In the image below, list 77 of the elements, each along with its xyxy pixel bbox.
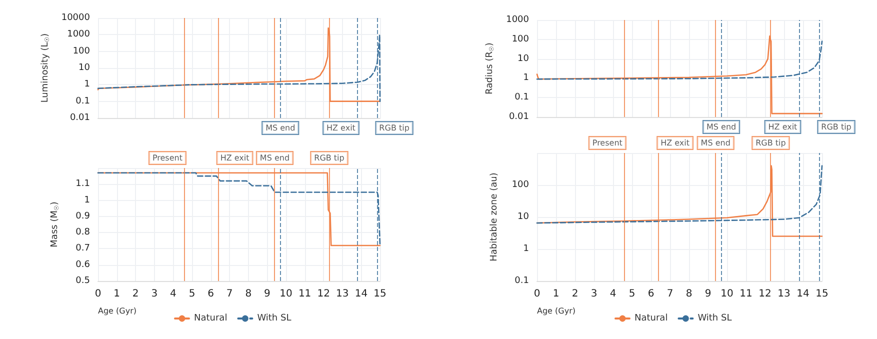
y-tick-label: 100 [512, 180, 530, 190]
x-tick-label: 15 [816, 288, 828, 300]
legend-label: With SL [257, 314, 292, 324]
x-tick-label: 7 [666, 288, 674, 300]
x-tick-label: 0 [94, 288, 102, 300]
y-tick-label: 0.1 [76, 96, 90, 106]
x-tick-label: 2 [572, 288, 578, 300]
x-tick-label: 7 [226, 288, 233, 300]
y-tick-label: 100 [512, 34, 530, 44]
x-tick-label: 13 [778, 288, 790, 300]
legend-label: Natural [194, 314, 228, 324]
x-tick-label: 0 [534, 288, 540, 300]
y-axis-title: Habitable zone (au) [490, 172, 500, 262]
x-tick-label: 8 [245, 288, 252, 300]
legend-label: Natural [634, 314, 668, 324]
ref-line-label: MS end [260, 154, 290, 162]
x-axis-title: Age (Gyr) [98, 306, 136, 316]
x-tick-label: 10 [720, 288, 734, 300]
x-tick-label: 1 [552, 288, 560, 300]
x-tick-label: 3 [151, 288, 158, 300]
x-tick-label: 9 [704, 288, 712, 300]
ref-line-label: HZ exit [660, 138, 690, 148]
x-tick-label: 2 [132, 288, 139, 300]
x-tick-label: 4 [610, 288, 616, 300]
x-tick-label: 14 [796, 288, 810, 300]
y-tick-label: 0.01 [70, 113, 90, 123]
ref-line-label: HZ exit [326, 124, 356, 132]
x-tick-label: 6 [648, 288, 654, 300]
y-tick-label: 0.01 [508, 112, 529, 122]
x-tick-label: 12 [758, 288, 772, 300]
y-tick-label: 100 [72, 46, 90, 56]
y-tick-label: 10 [518, 212, 530, 222]
x-tick-label: 5 [188, 288, 196, 300]
y-tick-label: 0.9 [76, 211, 90, 222]
ref-line-label: HZ exit [768, 122, 798, 132]
y-tick-label: 1000 [506, 15, 530, 25]
legend-label: With SL [698, 314, 732, 324]
x-tick-label: 14 [354, 288, 368, 300]
y-tick-label: 1 [523, 73, 529, 84]
y-tick-label: 0.7 [76, 244, 90, 254]
y-tick-label: 1.1 [76, 179, 90, 190]
x-tick-label: 5 [628, 288, 636, 300]
y-tick-label: 0.8 [76, 228, 90, 238]
x-tick-label: 13 [336, 288, 349, 300]
x-tick-label: 8 [686, 288, 692, 300]
ref-line-label: Present [592, 138, 622, 148]
y-tick-label: 0.5 [76, 276, 90, 286]
y-tick-label: 1 [84, 80, 90, 90]
x-tick-label: 3 [590, 288, 598, 300]
y-tick-label: 1000 [67, 30, 90, 40]
x-tick-label: 6 [208, 288, 214, 300]
ref-line-label: RGB tip [756, 138, 786, 148]
y-tick-label: 0.6 [76, 260, 90, 270]
ref-line-label: HZ exit [220, 154, 250, 162]
ref-line-label: MS end [266, 124, 296, 132]
x-tick-label: 12 [317, 288, 330, 300]
x-tick-label: 4 [170, 288, 176, 300]
y-tick-label: 10 [518, 54, 530, 64]
x-tick-label: 10 [280, 288, 292, 300]
x-tick-label: 11 [298, 288, 312, 300]
y-tick-label: 0.1 [514, 92, 529, 103]
y-tick-label: 0.1 [514, 276, 529, 286]
ref-line-label: RGB tip [821, 122, 852, 132]
x-tick-label: 9 [264, 288, 270, 300]
ref-line-label: RGB tip [314, 154, 344, 162]
ref-line-label: MS end [700, 138, 730, 148]
ref-line-label: MS end [706, 122, 736, 132]
ref-line-label: RGB tip [379, 124, 410, 132]
y-tick-label: 10 [78, 63, 90, 73]
x-tick-label: 1 [114, 288, 120, 300]
x-axis-title: Age (Gyr) [537, 306, 576, 316]
x-tick-label: 15 [374, 288, 386, 300]
y-tick-label: 1 [523, 244, 529, 254]
ref-line-label: Present [152, 154, 182, 162]
y-tick-label: 10000 [61, 13, 90, 23]
x-tick-label: 11 [740, 288, 752, 300]
y-tick-label: 1 [84, 195, 90, 206]
